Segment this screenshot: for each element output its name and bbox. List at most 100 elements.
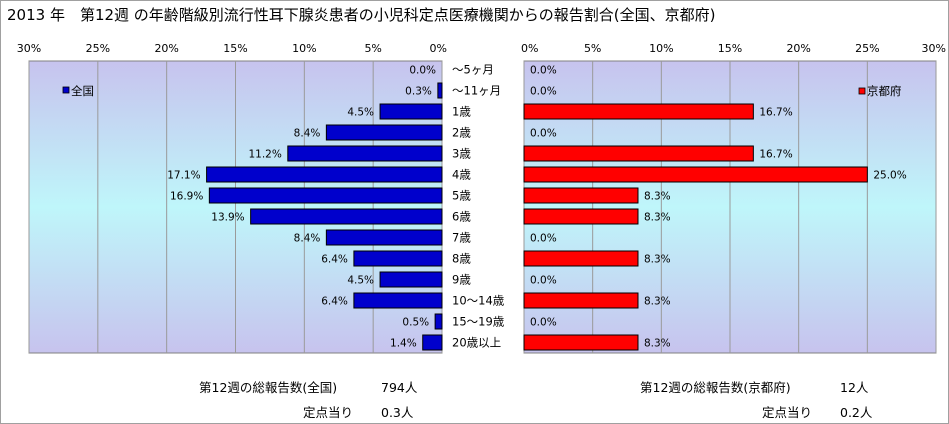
data-label: 0.0% [530,65,557,77]
category-label: 4歳 [452,168,471,182]
data-label: 0.5% [402,317,429,329]
data-label: 8.3% [644,254,671,266]
data-label: 8.4% [294,128,321,140]
bar [206,166,443,183]
legend-national-label: 全国 [71,84,94,98]
chart-title: 2013 年 第12週 の年齢階級別流行性耳下腺炎患者の小児科定点医療機関からの… [7,6,716,24]
x-tick-label: 30% [922,42,946,55]
category-label: 3歳 [452,147,471,161]
footer-national-per: 定点当り [303,402,353,421]
data-label: 8.4% [294,233,321,245]
bar [353,292,443,309]
data-label: 0.0% [530,128,557,140]
bar [287,145,443,162]
bar [523,187,639,204]
bar [250,208,443,225]
x-tick-label: 20% [786,42,810,55]
category-label: 5歳 [452,189,471,203]
footer-national-total-label: 第12週の総報告数(全国) [199,380,338,395]
bar [523,334,639,351]
data-label: 17.1% [167,170,200,182]
left-panel-national: 30% 25% 20% 15% 10% 5% 0% 0.0% 0.3% 4.5% 8.4% 11.2… [17,42,447,354]
legend-kyoto-label: 京都府 [867,84,902,98]
category-label: 7歳 [452,231,471,245]
data-label: 6.4% [321,254,348,266]
x-tick-label: 25% [86,42,110,55]
bar [523,103,754,120]
data-label: 4.5% [347,275,374,287]
data-label: 8.3% [644,338,671,350]
footer-national-total: 第12週の総報告数(全国) [199,377,337,396]
bar [325,229,443,246]
x-tick-label: 30% [17,42,41,55]
data-label: 4.5% [347,107,374,119]
bar [434,313,443,330]
category-label: 10～14歳 [452,294,505,308]
x-tick-label: 5% [584,42,601,55]
x-tick-label: 10% [649,42,673,55]
legend-kyoto: 京都府 [858,84,902,98]
footer-kyoto-per-value: 0.2人 [840,405,873,420]
data-label: 0.0% [530,86,557,98]
bar [379,103,443,120]
data-label: 0.0% [409,65,436,77]
bar [523,166,868,183]
data-label: 0.0% [530,275,557,287]
x-tick-label: 0% [521,42,538,55]
x-tick-label: 20% [154,42,178,55]
x-tick-label: 0% [430,42,447,55]
bar [523,292,639,309]
legend-kyoto-swatch [858,87,866,95]
data-label: 16.7% [759,149,792,161]
category-label: ～11ヶ月 [452,84,501,98]
bar [379,271,443,288]
data-label: 6.4% [321,296,348,308]
data-label: 13.9% [211,212,244,224]
bar [437,82,443,99]
data-label: 1.4% [390,338,417,350]
category-label: 8歳 [452,252,471,266]
footer-kyoto-total-label: 第12週の総報告数(京都府) [640,380,791,395]
category-label: ～5ヶ月 [452,63,494,77]
bar [422,334,443,351]
footer-kyoto-total-value-box: 12人 [840,377,868,396]
data-label: 8.3% [644,212,671,224]
bar [523,145,754,162]
bar [208,187,443,204]
category-labels: ～5ヶ月 ～11ヶ月 1歳 2歳 3歳 4歳 5歳 6歳 7歳 8歳 9歳 10～14歳 15～19歳 2… [452,63,505,350]
data-label: 16.7% [759,107,792,119]
category-label: 9歳 [452,273,471,287]
bar [353,250,443,267]
data-label: 0.0% [530,233,557,245]
data-label: 16.9% [170,191,203,203]
footer-kyoto-total: 第12週の総報告数(京都府) [640,377,791,396]
bar [523,208,639,225]
x-tick-label: 5% [364,42,381,55]
data-label: 25.0% [873,170,906,182]
footer-national-total-value-box: 794人 [381,377,417,396]
category-label: 6歳 [452,210,471,224]
data-label: 8.3% [644,296,671,308]
x-tick-label: 15% [223,42,247,55]
category-label: 20歳以上 [452,336,501,350]
footer-kyoto-total-value: 12人 [840,380,869,395]
data-label: 11.2% [248,149,281,161]
legend-national: 全国 [62,84,94,98]
category-label: 2歳 [452,126,471,140]
footer-national-per-value-box: 0.3人 [381,402,413,421]
footer-kyoto-per: 定点当り [762,402,812,421]
bar [523,250,639,267]
footer-kyoto-per-value-box: 0.2人 [840,402,872,421]
footer-national-per-value: 0.3人 [381,405,414,420]
x-tick-label: 15% [718,42,742,55]
footer-national-per-label: 定点当り [303,405,354,420]
footer-national-total-value: 794人 [381,380,418,395]
right-panel-kyoto: 0% 5% 10% 15% 20% 25% 30% 0.0% 0.0% 16.7% 0.0% 16.… [521,42,946,354]
category-label: 15～19歳 [452,315,505,329]
data-label: 0.3% [405,86,432,98]
category-label: 1歳 [452,105,471,119]
x-tick-label: 25% [855,42,879,55]
data-label: 8.3% [644,191,671,203]
data-label: 0.0% [530,317,557,329]
